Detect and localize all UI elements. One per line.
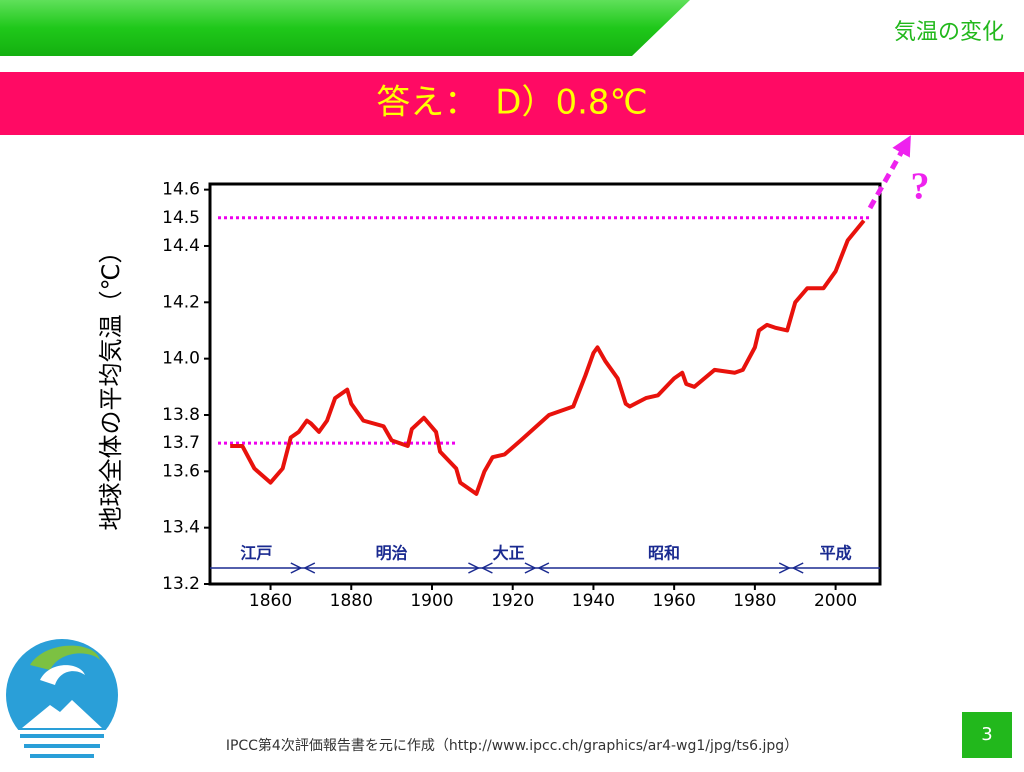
y-axis-label: 地球全体の平均気温（℃）	[97, 240, 125, 531]
x-tick-label: 1920	[491, 591, 534, 611]
x-tick-label: 1860	[249, 591, 292, 611]
x-tick-label: 1980	[733, 591, 776, 611]
era-boundary	[290, 562, 316, 574]
era-label: 大正	[493, 544, 525, 563]
era-label: 昭和	[648, 544, 680, 563]
era-boundary	[778, 562, 804, 574]
era-boundary	[524, 562, 550, 574]
x-tick-label: 2000	[814, 591, 857, 611]
y-tick-label: 13.8	[162, 405, 200, 425]
era-label: 平成	[820, 544, 852, 563]
y-tick-label: 14.0	[162, 349, 200, 369]
y-tick-label: 14.6	[162, 180, 200, 200]
footer: IPCC第4次評価報告書を元に作成（http://www.ipcc.ch/gra…	[226, 737, 798, 754]
reference-label: 13.7	[162, 433, 200, 453]
plot: 13.2 13.4 13.6 13.8 14.0 14.2 14.4 14.6 1860 1880…	[97, 135, 930, 611]
trend-arrow	[867, 135, 911, 210]
y-tick-label: 14.2	[162, 292, 200, 312]
x-tick-label: 1900	[410, 591, 453, 611]
y-tick-label: 13.6	[162, 461, 200, 481]
x-tick-label: 1880	[330, 591, 373, 611]
era-label: 江戸	[240, 544, 272, 563]
plot-frame	[208, 182, 882, 586]
temperature-line	[230, 219, 866, 496]
page-number-box	[962, 712, 1012, 758]
x-tick-label: 1960	[653, 591, 696, 611]
reference-label: 14.5	[162, 208, 200, 228]
y-tick-label: 13.4	[162, 518, 200, 538]
era-boundary	[468, 562, 493, 574]
answer-band	[0, 72, 1024, 135]
question-mark: ?	[911, 166, 930, 208]
y-tick-label: 13.2	[162, 574, 200, 594]
era-label: 明治	[376, 544, 408, 563]
answer: 答え： D）0.8℃	[376, 83, 647, 123]
page-number: 3	[981, 724, 992, 745]
x-tick-label: 1940	[572, 591, 615, 611]
header-band	[0, 0, 690, 56]
y-tick-label: 14.4	[162, 236, 200, 256]
logo	[4, 639, 124, 770]
slide-title: 気温の変化	[894, 20, 1004, 45]
